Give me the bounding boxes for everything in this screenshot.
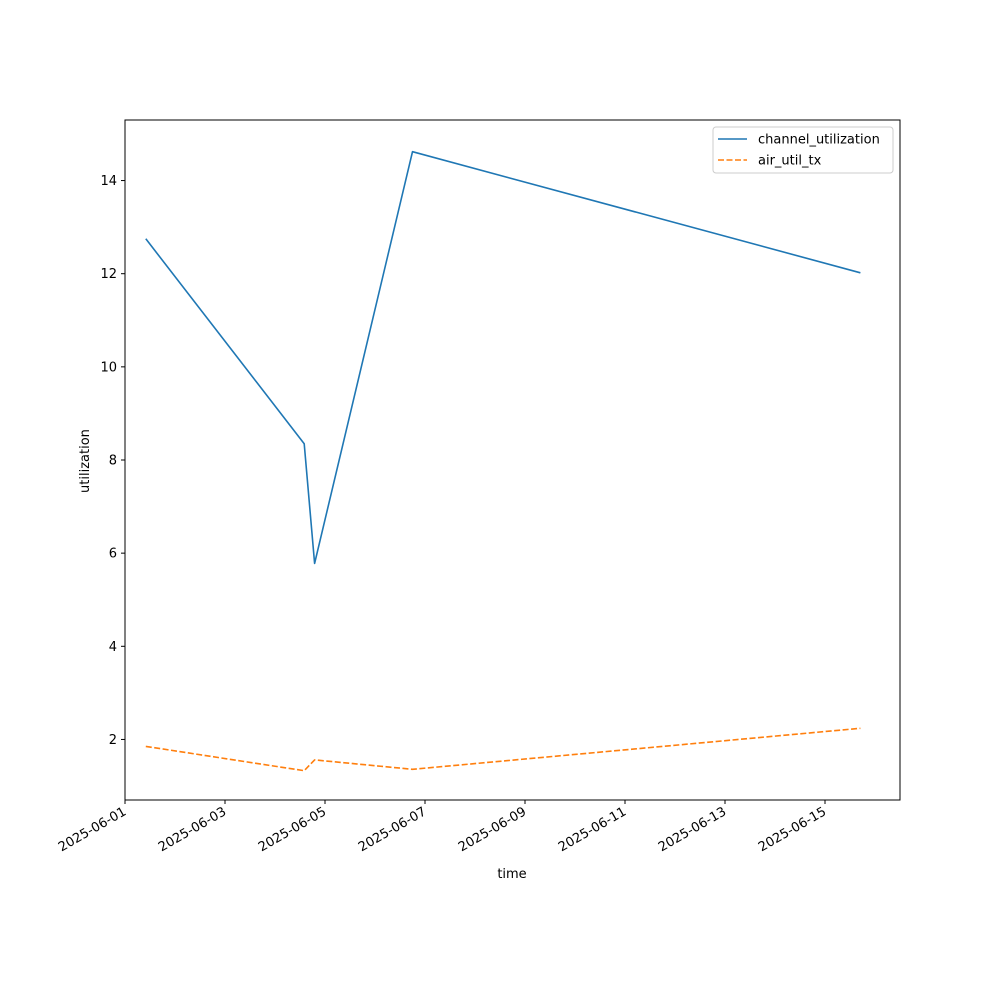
x-tick-label: 2025-06-09 [456, 804, 529, 855]
x-axis-ticks: 2025-06-01 2025-06-03 2025-06-05 2025-06-07… [56, 800, 829, 855]
y-tick-label: 4 [109, 640, 117, 655]
x-tick-label: 2025-06-03 [156, 804, 229, 855]
y-tick-label: 12 [100, 267, 117, 282]
x-tick-label: 2025-06-01 [56, 804, 129, 855]
series-layer [145, 150, 861, 772]
y-tick-label: 8 [109, 454, 117, 469]
y-axis-label: utilization [78, 429, 93, 493]
legend-box [712, 126, 894, 174]
x-tick-label: 2025-06-13 [656, 804, 729, 855]
legend-label: channel_utilization [758, 133, 880, 148]
series-line-air-util-tx [145, 727, 861, 772]
y-axis-ticks: 2 4 6 8 10 12 14 [100, 174, 125, 748]
x-tick-label: 2025-06-05 [256, 804, 329, 855]
series-line-channel-utilization [145, 150, 861, 565]
y-tick-label: 6 [109, 547, 117, 562]
x-axis-label: time [497, 867, 526, 882]
legend: channel_utilization air_util_tx [712, 126, 894, 174]
y-tick-label: 2 [109, 733, 117, 748]
x-tick-label: 2025-06-15 [756, 804, 829, 855]
y-tick-label: 10 [100, 360, 117, 375]
x-tick-label: 2025-06-07 [356, 804, 429, 855]
x-tick-label: 2025-06-11 [556, 804, 629, 855]
legend-label: air_util_tx [758, 154, 822, 169]
y-tick-label: 14 [100, 174, 117, 189]
plot-frame [124, 119, 901, 801]
